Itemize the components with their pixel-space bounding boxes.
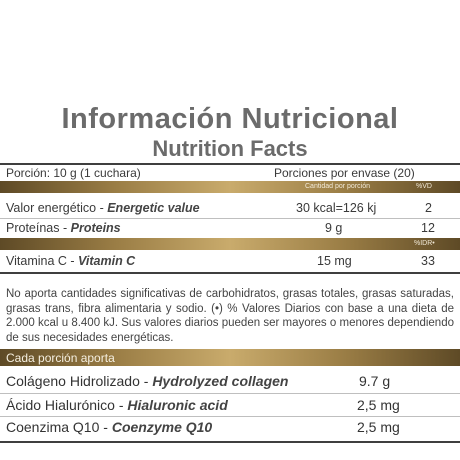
ingredient-amount: 2,5 mg — [357, 397, 400, 413]
top-rule — [0, 163, 460, 165]
note-rule — [0, 272, 460, 274]
nutrient-amount: 9 g — [325, 221, 343, 235]
bottom-rule — [0, 441, 460, 443]
title-english: Nutrition Facts — [152, 136, 308, 161]
per-serving-row: Colágeno Hidrolizado - Hydrolyzed collag… — [6, 373, 288, 389]
nutrient-label-en: Energetic value — [107, 201, 200, 215]
per-serving-row: Coenzima Q10 - Coenzyme Q10 — [6, 419, 212, 435]
row-divider — [0, 416, 460, 417]
nutrient-percent: 12 — [421, 221, 435, 235]
amount-per-serving-label: Cantidad por porción — [305, 183, 370, 190]
nutrient-row: Proteínas - Proteins — [6, 221, 121, 235]
per-serving-header-bar — [0, 349, 460, 366]
servings-per-container: Porciones por envase (20) — [274, 166, 415, 180]
nutrient-amount: 30 kcal=126 kj — [296, 201, 377, 215]
idr-header-bar — [0, 238, 460, 250]
per-serving-heading: Cada porción aporta — [6, 351, 115, 365]
dv-label: %VD — [416, 183, 432, 190]
nutrient-label: Proteínas - — [6, 221, 71, 235]
nutrient-row: Valor energético - Energetic value — [6, 201, 200, 215]
nutrient-label-en: Vitamin C — [78, 254, 136, 268]
row-divider — [0, 218, 460, 219]
serving-size: Porción: 10 g (1 cuchara) — [6, 166, 141, 180]
per-serving-row: Ácido Hialurónico - Hialuronic acid — [6, 397, 228, 413]
nutrient-label-en: Proteins — [70, 221, 121, 235]
ingredient-label-en: Coenzyme Q10 — [111, 419, 213, 435]
ingredient-label: Coenzima Q10 - — [6, 419, 112, 435]
nutrient-amount: 15 mg — [317, 254, 352, 268]
idr-label: %IDR• — [414, 240, 435, 247]
nutrient-percent: 2 — [425, 201, 432, 215]
ingredient-amount: 2,5 mg — [357, 419, 400, 435]
title-spanish: Información Nutricional — [61, 103, 399, 135]
nutrient-percent: 33 — [421, 254, 435, 268]
ingredient-label-en: Hialuronic acid — [127, 397, 228, 413]
nutrient-label: Vitamina C - — [6, 254, 79, 268]
ingredient-label-en: Hydrolyzed collagen — [152, 373, 289, 389]
ingredient-label: Colágeno Hidrolizado - — [6, 373, 153, 389]
ingredient-amount: 9.7 g — [359, 373, 391, 389]
nutrient-row: Vitamina C - Vitamin C — [6, 254, 135, 268]
ingredient-label: Ácido Hialurónico - — [6, 397, 128, 413]
column-header-bar — [0, 181, 460, 193]
row-divider — [0, 393, 460, 394]
nutrient-label: Valor energético - — [6, 201, 108, 215]
footnote: No aporta cantidades significativas de c… — [6, 288, 454, 344]
